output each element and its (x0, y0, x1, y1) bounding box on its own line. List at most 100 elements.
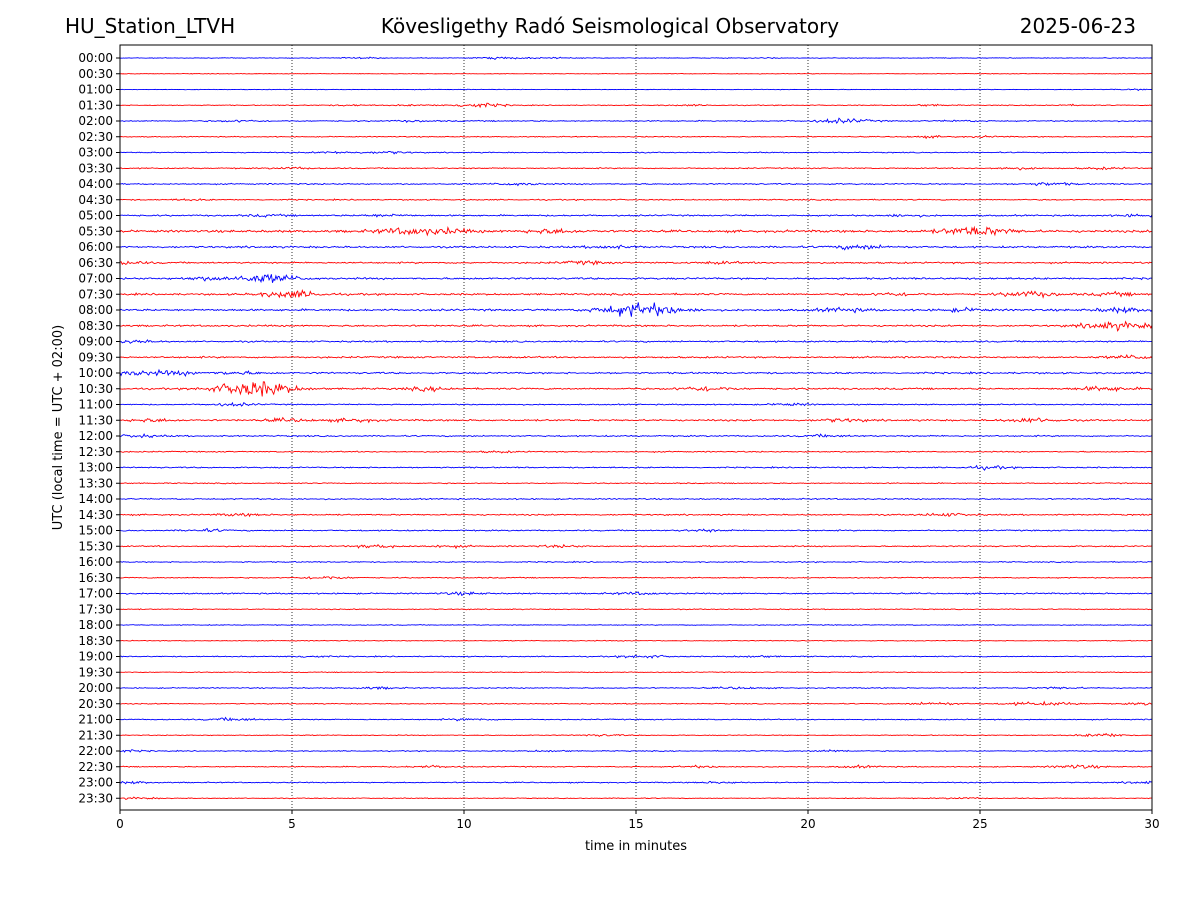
trace-row (119, 700, 1153, 706)
trace-row (120, 181, 1153, 187)
y-tick-label: 03:30 (78, 161, 113, 175)
trace-row (119, 671, 1153, 674)
trace-row (119, 339, 1153, 344)
y-tick-label: 09:00 (78, 335, 113, 349)
x-tick-label: 5 (288, 817, 296, 831)
trace-row (119, 654, 1153, 659)
y-tick-label: 04:00 (78, 177, 113, 191)
trace-row (119, 608, 1153, 611)
y-tick-label: 08:30 (78, 319, 113, 333)
trace-row (119, 401, 1153, 407)
trace-row (119, 354, 1153, 360)
grid-lines (291, 45, 981, 810)
trace-row (119, 686, 1153, 691)
y-tick-label: 02:30 (78, 130, 113, 144)
trace-row (119, 243, 1153, 251)
y-tick-label: 14:30 (78, 508, 113, 522)
trace-row (119, 624, 1153, 626)
trace-row (119, 482, 1153, 485)
y-tick-label: 11:30 (78, 413, 113, 427)
trace-row (119, 273, 1153, 284)
y-tick-label: 20:00 (78, 681, 113, 695)
trace-row (119, 464, 1153, 471)
y-tick-label: 22:00 (78, 744, 113, 758)
y-tick-label: 15:00 (78, 524, 113, 538)
x-tick-label: 30 (1144, 817, 1159, 831)
y-tick-label: 06:00 (78, 240, 113, 254)
y-tick-label: 00:30 (78, 67, 113, 81)
trace-row (119, 72, 1153, 75)
y-tick-label: 19:00 (78, 650, 113, 664)
x-tick-label: 25 (972, 817, 987, 831)
y-tick-label: 10:00 (78, 366, 113, 380)
x-tick-label: 15 (628, 817, 643, 831)
y-tick-label: 04:30 (78, 193, 113, 207)
y-tick-label: 01:00 (78, 83, 113, 97)
y-tick-label: 05:00 (78, 209, 113, 223)
y-tick-label: 05:30 (78, 224, 113, 238)
trace-row (119, 512, 1153, 518)
y-tick-label: 19:30 (78, 665, 113, 679)
trace-row (119, 416, 1153, 424)
y-tick-label: 18:00 (78, 618, 113, 632)
trace-row (119, 368, 1153, 377)
trace-row (119, 450, 1153, 454)
trace-row (119, 497, 1153, 501)
trace-row (119, 150, 1153, 155)
trace-row (119, 302, 1153, 317)
y-tick-label: 16:00 (78, 555, 113, 569)
trace-row (119, 288, 1153, 299)
y-tick-label: 06:30 (78, 256, 113, 270)
chart-title: Kövesligethy Radó Seismological Observat… (380, 14, 840, 38)
trace-rows (119, 56, 1153, 800)
y-tick-label: 01:30 (78, 98, 113, 112)
y-tick-label: 17:30 (78, 602, 113, 616)
trace-row (120, 591, 1153, 597)
y-tick-label: 23:30 (78, 791, 113, 805)
trace-row (119, 433, 1153, 439)
trace-row (119, 780, 1153, 785)
x-tick-label: 0 (116, 817, 124, 831)
y-tick-label: 07:00 (78, 272, 113, 286)
y-tick-label: 07:30 (78, 287, 113, 301)
y-tick-label: 21:00 (78, 713, 113, 727)
y-tick-label: 21:30 (78, 728, 113, 742)
y-tick-label: 15:30 (78, 539, 113, 553)
trace-row (119, 259, 1153, 266)
trace-row (119, 225, 1153, 237)
y-tick-label: 12:00 (78, 429, 113, 443)
trace-row (119, 381, 1153, 397)
x-axis-label: time in minutes (585, 839, 687, 854)
trace-row (119, 575, 1153, 580)
trace-row (119, 88, 1153, 92)
y-tick-label: 20:30 (78, 697, 113, 711)
y-tick-label: 12:30 (78, 445, 113, 459)
y-tick-label: 18:30 (78, 634, 113, 648)
trace-row (119, 764, 1153, 769)
trace-row (119, 198, 1153, 202)
trace-row (119, 213, 1153, 218)
y-tick-label: 13:30 (78, 476, 113, 490)
trace-row (119, 716, 1153, 722)
trace-row (119, 732, 1153, 738)
y-tick-label: 22:30 (78, 760, 113, 774)
trace-row (119, 56, 1153, 60)
y-axis-label: UTC (local time = UTC + 02:00) (51, 325, 66, 530)
y-tick-label: 02:00 (78, 114, 113, 128)
trace-row (119, 527, 1152, 533)
y-tick-label: 14:00 (78, 492, 113, 506)
y-tick-label: 03:00 (78, 146, 113, 160)
y-tick-label: 13:00 (78, 461, 113, 475)
trace-row (119, 117, 1153, 124)
y-tick-label: 00:00 (78, 51, 113, 65)
x-tick-label: 20 (800, 817, 815, 831)
y-tick-label: 23:00 (78, 776, 113, 790)
chart-date: 2025-06-23 (1019, 14, 1136, 38)
y-tick-label: 11:00 (78, 398, 113, 412)
trace-row (119, 639, 1153, 642)
trace-row (119, 102, 1153, 109)
x-tick-label: 10 (456, 817, 471, 831)
trace-row (119, 796, 1153, 800)
